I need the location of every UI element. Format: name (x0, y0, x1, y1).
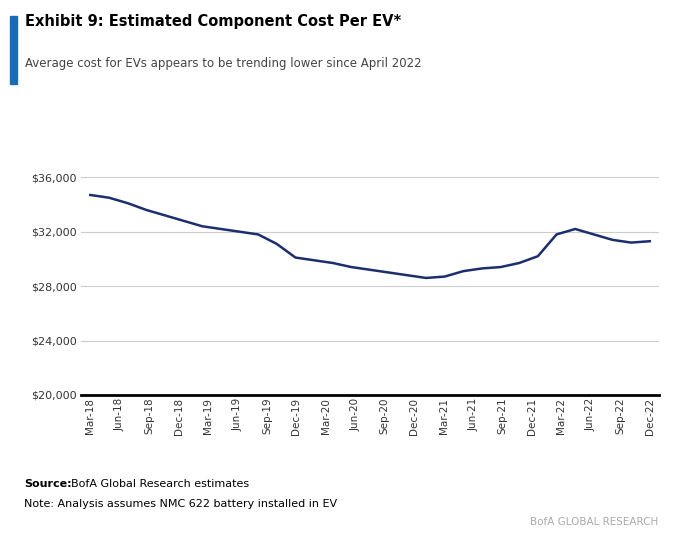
Text: BofA Global Research estimates: BofA Global Research estimates (71, 479, 249, 489)
Text: Source:: Source: (24, 479, 71, 489)
Text: Note: Analysis assumes NMC 622 battery installed in EV: Note: Analysis assumes NMC 622 battery i… (24, 499, 337, 509)
Text: BofA GLOBAL RESEARCH: BofA GLOBAL RESEARCH (530, 518, 659, 527)
Text: Average cost for EVs appears to be trending lower since April 2022: Average cost for EVs appears to be trend… (25, 57, 422, 70)
Text: Exhibit 9: Estimated Component Cost Per EV*: Exhibit 9: Estimated Component Cost Per … (25, 14, 401, 29)
